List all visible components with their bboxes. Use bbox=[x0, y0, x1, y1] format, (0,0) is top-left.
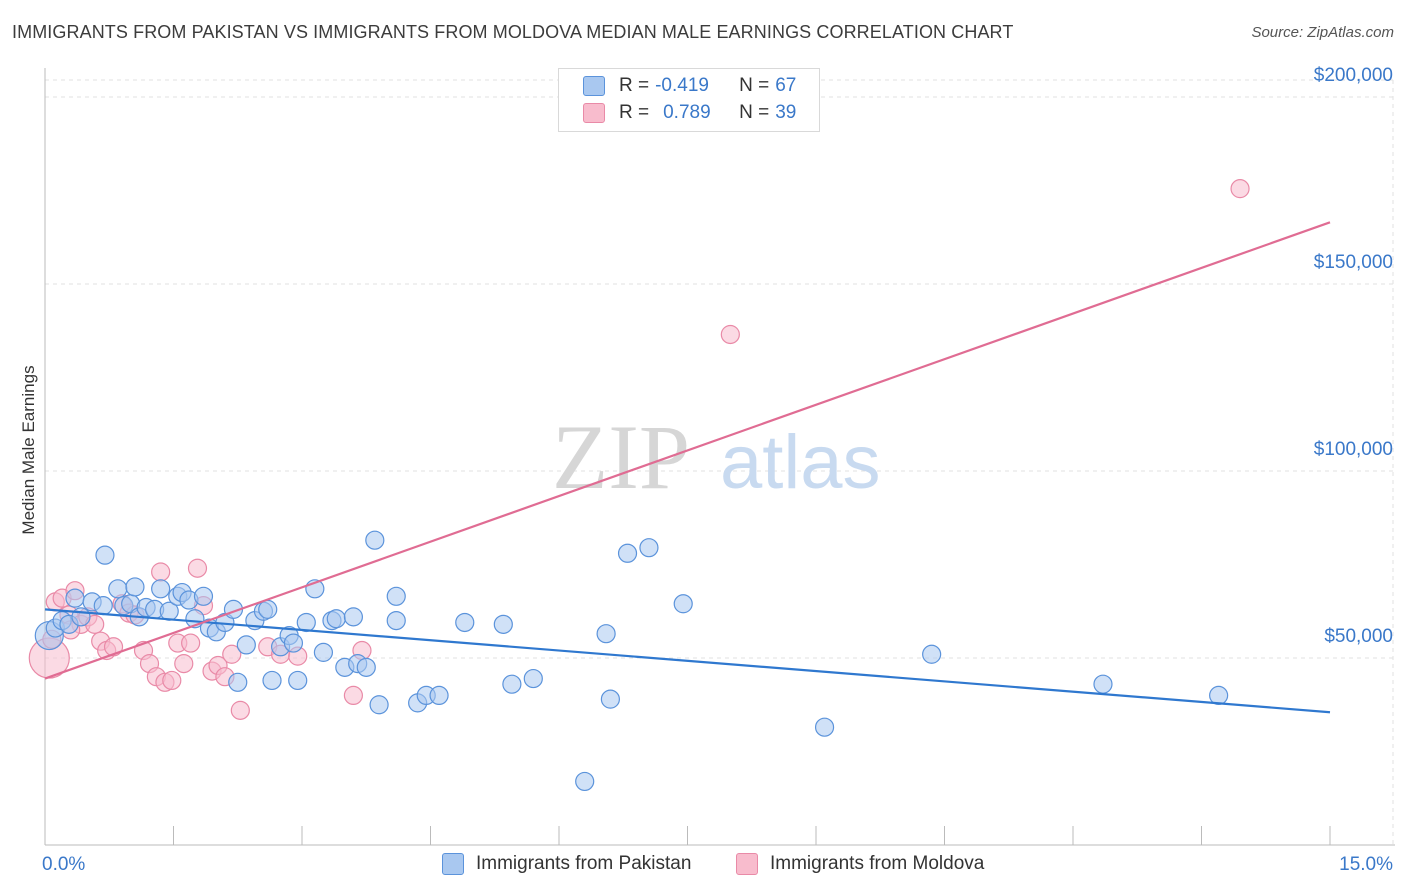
legend-row-moldova: R = 0.789 N = 39 bbox=[583, 100, 796, 126]
moldova-point bbox=[343, 685, 363, 706]
moldova-swatch bbox=[583, 103, 605, 123]
pakistan-point bbox=[296, 612, 316, 633]
y-axis-title-wrap: Median Male Earnings bbox=[4, 300, 44, 600]
pakistan-point bbox=[1093, 674, 1113, 694]
pakistan-point bbox=[600, 689, 621, 709]
pakistan-trend-line bbox=[44, 608, 1331, 714]
legend-r-label: R = bbox=[619, 102, 650, 123]
pakistan-point bbox=[356, 657, 376, 677]
moldova-trend-line bbox=[44, 221, 1331, 680]
pakistan-point bbox=[193, 586, 214, 606]
pakistan-point bbox=[65, 588, 85, 608]
legend-r-value: 0.789 bbox=[663, 102, 711, 123]
moldova-point bbox=[187, 558, 208, 578]
pakistan-point bbox=[1209, 685, 1229, 706]
pakistan-point bbox=[313, 642, 334, 662]
pakistan-point bbox=[575, 771, 595, 792]
moldova-swatch bbox=[736, 853, 758, 875]
pakistan-point bbox=[283, 633, 304, 653]
pakistan-point bbox=[429, 685, 449, 706]
pakistan-points bbox=[34, 530, 1229, 792]
pakistan-point bbox=[262, 670, 282, 691]
bottom-legend-label: Immigrants from Pakistan bbox=[476, 853, 692, 874]
bottom-legend-label: Immigrants from Moldova bbox=[770, 853, 985, 874]
y-axis-title: Median Male Earnings bbox=[19, 365, 38, 534]
y-tick-label: $200,000 bbox=[1314, 65, 1393, 86]
pakistan-point bbox=[493, 614, 513, 634]
correlation-legend: R = -0.419 N = 67 R = 0.789 N = 39 bbox=[558, 68, 820, 132]
pakistan-point bbox=[258, 599, 278, 619]
pakistan-point bbox=[95, 545, 115, 565]
pakistan-point bbox=[326, 609, 346, 629]
pakistan-point bbox=[125, 577, 145, 597]
pakistan-point bbox=[523, 668, 543, 689]
pakistan-point bbox=[814, 717, 835, 737]
legend-r-value: -0.419 bbox=[655, 75, 709, 96]
legend-n-value: 39 bbox=[775, 102, 797, 123]
pakistan-point bbox=[228, 672, 248, 692]
pakistan-point bbox=[386, 586, 406, 606]
pakistan-point bbox=[343, 607, 363, 627]
legend-n-label: N = bbox=[739, 102, 770, 123]
pakistan-point bbox=[617, 543, 638, 563]
pakistan-point bbox=[386, 610, 406, 631]
moldova-point bbox=[230, 700, 250, 720]
pakistan-point bbox=[71, 607, 91, 627]
bottom-legend-pakistan: Immigrants from Pakistan bbox=[442, 852, 691, 876]
moldova-point bbox=[162, 670, 182, 691]
pakistan-point bbox=[922, 644, 942, 664]
x-tick-label: 15.0% bbox=[1339, 854, 1393, 875]
axes bbox=[44, 68, 1395, 846]
pakistan-point bbox=[673, 594, 693, 614]
pakistan-point bbox=[369, 695, 389, 715]
moldova-point bbox=[222, 644, 242, 664]
pakistan-point bbox=[596, 624, 616, 644]
moldova-point bbox=[720, 324, 740, 345]
pakistan-point bbox=[236, 635, 256, 655]
tick-labels: $50,000 $100,000 $150,000 $200,000 0.0% 15.0% bbox=[42, 65, 1393, 875]
y-tick-label: $50,000 bbox=[1324, 626, 1393, 647]
pakistan-point bbox=[365, 530, 385, 550]
moldova-point bbox=[151, 562, 171, 582]
watermark: ZIP atlas bbox=[552, 406, 881, 508]
y-tick-label: $150,000 bbox=[1314, 252, 1393, 273]
pakistan-point bbox=[502, 674, 522, 694]
chart-title: IMMIGRANTS FROM PAKISTAN VS IMMIGRANTS F… bbox=[12, 22, 1014, 42]
y-tick-label: $100,000 bbox=[1314, 439, 1393, 460]
bottom-legend-moldova: Immigrants from Moldova bbox=[736, 852, 984, 876]
moldova-point bbox=[174, 654, 194, 674]
legend-r-label: R = bbox=[619, 75, 650, 96]
legend-n-label: N = bbox=[739, 75, 770, 96]
pakistan-point bbox=[93, 596, 113, 616]
moldova-point bbox=[1230, 179, 1250, 199]
pakistan-point bbox=[288, 670, 308, 691]
pakistan-swatch bbox=[583, 76, 605, 96]
pakistan-point bbox=[151, 579, 171, 599]
pakistan-point bbox=[108, 579, 128, 599]
legend-n-value: 67 bbox=[775, 75, 797, 96]
moldova-point bbox=[181, 633, 201, 653]
pakistan-swatch bbox=[442, 853, 464, 875]
legend-row-pakistan: R = -0.419 N = 67 bbox=[583, 73, 796, 99]
trend-lines bbox=[44, 221, 1331, 714]
x-tick-label: 0.0% bbox=[42, 854, 85, 875]
pakistan-point bbox=[455, 612, 475, 633]
watermark-atlas: atlas bbox=[720, 420, 881, 505]
source-label: Source: ZipAtlas.com bbox=[1251, 24, 1394, 41]
pakistan-point bbox=[639, 538, 659, 558]
moldova-point bbox=[103, 637, 124, 657]
